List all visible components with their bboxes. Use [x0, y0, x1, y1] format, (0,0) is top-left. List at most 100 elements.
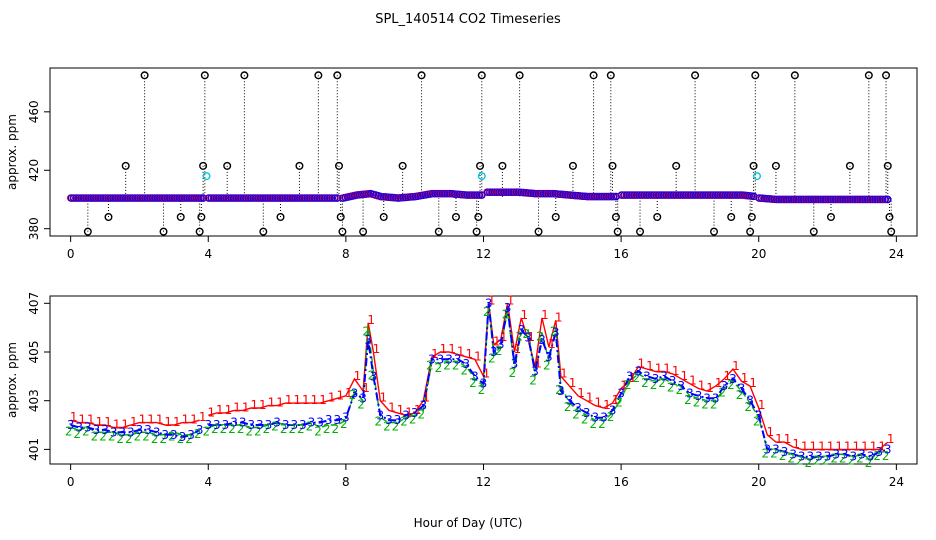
series-1-point-label: 1	[414, 403, 422, 417]
series-3-point-label: 3	[660, 369, 668, 383]
series-3-point-label: 3	[445, 352, 453, 366]
outlier-point	[606, 71, 615, 80]
outlier-point	[883, 161, 892, 170]
series-3-point-label: 3	[807, 450, 815, 464]
series-1-point-label: 1	[853, 439, 861, 453]
series-3-point-label: 3	[524, 330, 532, 344]
series-1-point-label: 1	[749, 376, 757, 390]
series-2-point-label: 2	[572, 407, 580, 421]
outlier-point	[882, 71, 891, 80]
series-1-point-label: 1	[121, 417, 129, 431]
series-3-point-label: 3	[230, 416, 238, 430]
series-2-point-label: 2	[509, 366, 517, 380]
top-panel-points	[66, 71, 896, 236]
outlier-point	[790, 71, 799, 80]
series-2-point-label: 2	[288, 422, 296, 436]
outlier-point	[176, 213, 185, 222]
series-3-point-label: 3	[462, 357, 470, 371]
series-1-point-label: 1	[70, 410, 78, 424]
top-x-tick-label: 16	[613, 247, 628, 261]
series-1-point-label: 1	[758, 398, 766, 412]
series-2-point-label: 2	[383, 420, 391, 434]
series-3-point-label: 3	[566, 394, 574, 408]
series-2-point-label: 2	[435, 361, 443, 375]
series-1-point-label: 1	[586, 391, 594, 405]
series-3-point-label: 3	[299, 418, 307, 432]
series-1-point-label: 1	[78, 413, 86, 427]
series-1-point-label: 1	[302, 393, 310, 407]
series-1-point-label: 1	[397, 403, 405, 417]
outlier-point	[336, 213, 345, 222]
series-1-point-label: 1	[104, 415, 112, 429]
series-3-point-label: 3	[273, 416, 281, 430]
series-3-point-label: 3	[480, 377, 488, 391]
series-1-point-label: 1	[216, 403, 224, 417]
series-2-point-label: 2	[536, 330, 544, 344]
series-3-point-label: 3	[609, 403, 617, 417]
series-2-point-label: 2	[641, 376, 649, 390]
series-1-point-label: 1	[878, 439, 886, 453]
series-3-point-label: 3	[635, 364, 643, 378]
series-1-point-label: 1	[663, 361, 671, 375]
series-1-point-label: 1	[87, 413, 95, 427]
series-3-point-label: 3	[144, 423, 152, 437]
series-3-point-label: 3	[93, 423, 101, 437]
series-3-point-label: 3	[136, 423, 144, 437]
series-2-point-label: 2	[417, 407, 425, 421]
series-1-point-label: 1	[465, 347, 473, 361]
series-3-point-label: 3	[591, 411, 599, 425]
outlier-point	[476, 161, 485, 170]
top-y-tick-label: 380	[27, 217, 41, 240]
series-3-point-label: 3	[370, 369, 378, 383]
series-2-point-label: 2	[202, 424, 210, 438]
series-3-point-label: 3	[600, 411, 608, 425]
series-2-point-label: 2	[787, 451, 795, 465]
bottom-panel-lines	[70, 303, 889, 460]
series-3-point-label: 3	[815, 450, 823, 464]
series-3-point-label: 3	[316, 416, 324, 430]
series-1-point-label: 1	[182, 413, 190, 427]
series-2-point-label: 2	[306, 420, 314, 434]
bottom-y-tick-label: 401	[27, 438, 41, 461]
series-1-point-label: 1	[457, 344, 465, 358]
series-3-point-label: 3	[729, 372, 737, 386]
series-3-point-label: 3	[497, 338, 505, 352]
series-3-point-label: 3	[781, 445, 789, 459]
series-3-point-label: 3	[161, 428, 169, 442]
outlier-point	[672, 161, 681, 170]
series-1-point-label: 1	[555, 310, 563, 324]
outlier-point	[611, 213, 620, 222]
series-3-point-label: 3	[351, 386, 359, 400]
series-1-point-label: 1	[311, 393, 319, 407]
series-1-point-label: 1	[741, 371, 749, 385]
series-3-point-label: 3	[552, 326, 560, 340]
series-1-point-label: 1	[827, 439, 835, 453]
series-3-point-label: 3	[222, 418, 230, 432]
series-2-point-label: 2	[400, 415, 408, 429]
series-1-point-label: 1	[548, 337, 556, 351]
series-1-point-label: 1	[844, 439, 852, 453]
outlier-point	[498, 161, 507, 170]
series-3-point-label: 3	[518, 323, 526, 337]
outlier-point	[727, 213, 736, 222]
series-1-point-label: 1	[870, 439, 878, 453]
series-2-point-label: 2	[710, 398, 718, 412]
series-3-point-label: 3	[204, 418, 212, 432]
cyan-point	[753, 172, 762, 181]
series-2-point-label: 2	[65, 424, 73, 438]
series-3-point-label: 3	[789, 447, 797, 461]
series-1-point-label: 1	[285, 393, 293, 407]
bottom-panel-ylabel: approx. ppm	[5, 342, 19, 418]
series-2-point-label: 2	[177, 432, 185, 446]
series-2-point-label: 2	[254, 424, 262, 438]
outlier-point	[749, 161, 758, 170]
outlier-point	[608, 161, 617, 170]
series-3-point-label: 3	[755, 408, 763, 422]
outlier-point	[613, 227, 622, 236]
bottom-x-tick-label: 4	[204, 475, 212, 489]
cyan-point	[202, 172, 211, 181]
series-2-point-label: 2	[516, 330, 524, 344]
series-3-point-label: 3	[437, 352, 445, 366]
series-2-point-label: 2	[357, 398, 365, 412]
